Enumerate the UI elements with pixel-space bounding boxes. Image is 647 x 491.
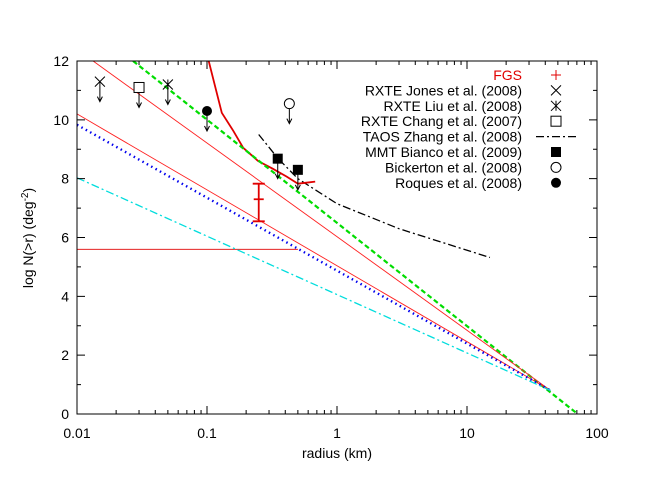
legend-label-6: Bickerton et al. (2008) (385, 159, 522, 175)
x-tick-label-3: 10 (459, 425, 475, 441)
fgs-errorbar (252, 182, 265, 223)
y-tick-label-1: 2 (61, 347, 69, 363)
series-line-4 (77, 113, 551, 391)
legend-label-3: RXTE Chang et al. (2007) (361, 113, 522, 129)
legend-label-5: MMT Bianco et al. (2009) (365, 144, 522, 160)
x-tick-label-0: 0.01 (63, 425, 90, 441)
series-line-0 (258, 134, 491, 259)
data-point-filled-circle-3 (202, 106, 212, 117)
legend-symbol-0 (551, 70, 561, 80)
series-line-6 (77, 123, 552, 392)
legend-symbol-7 (551, 177, 561, 188)
x-tick-label-2: 1 (333, 425, 341, 441)
x-tick-label-1: 0.1 (197, 425, 217, 441)
upper-limit-arrow-0 (96, 81, 103, 103)
legend-symbol-6 (550, 161, 562, 173)
series-line-3 (92, 61, 551, 391)
legend-label-1: RXTE Jones et al. (2008) (365, 82, 522, 98)
legend-symbol-5 (551, 147, 561, 157)
legend-label-2: RXTE Liu et al. (2008) (383, 98, 522, 114)
legend-symbol-3 (550, 115, 562, 127)
y-tick-label-0: 0 (61, 406, 69, 422)
legend-label-4: TAOS Zhang et al. (2008) (363, 129, 522, 145)
y-tick-label-4: 8 (61, 171, 69, 187)
series-line-2 (132, 61, 579, 414)
x-tick-label-4: 100 (585, 425, 609, 441)
data-point-filled-square-5 (272, 153, 283, 164)
data-point-open-circle-4 (283, 98, 295, 110)
y-tick-label-6: 12 (53, 53, 69, 69)
y-tick-label-2: 4 (61, 288, 69, 304)
legend-label-7: Roques et al. (2008) (395, 175, 522, 191)
legend-symbol-2 (550, 100, 562, 112)
legend-symbol-1 (550, 85, 562, 96)
y-axis-label: log N(>r) (deg-2) (20, 188, 36, 288)
series-line-7 (77, 177, 551, 392)
data-point-filled-square-6 (292, 164, 303, 175)
x-axis-label: radius (km) (302, 445, 372, 461)
y-tick-label-5: 10 (53, 112, 69, 128)
data-point-open-square-1 (133, 81, 145, 93)
series-group (77, 61, 579, 414)
legend-label-0: FGS (493, 67, 522, 83)
y-tick-label-3: 6 (61, 230, 69, 246)
data-point-cross-0 (94, 76, 106, 87)
data-point-asterisk-2 (162, 79, 174, 90)
